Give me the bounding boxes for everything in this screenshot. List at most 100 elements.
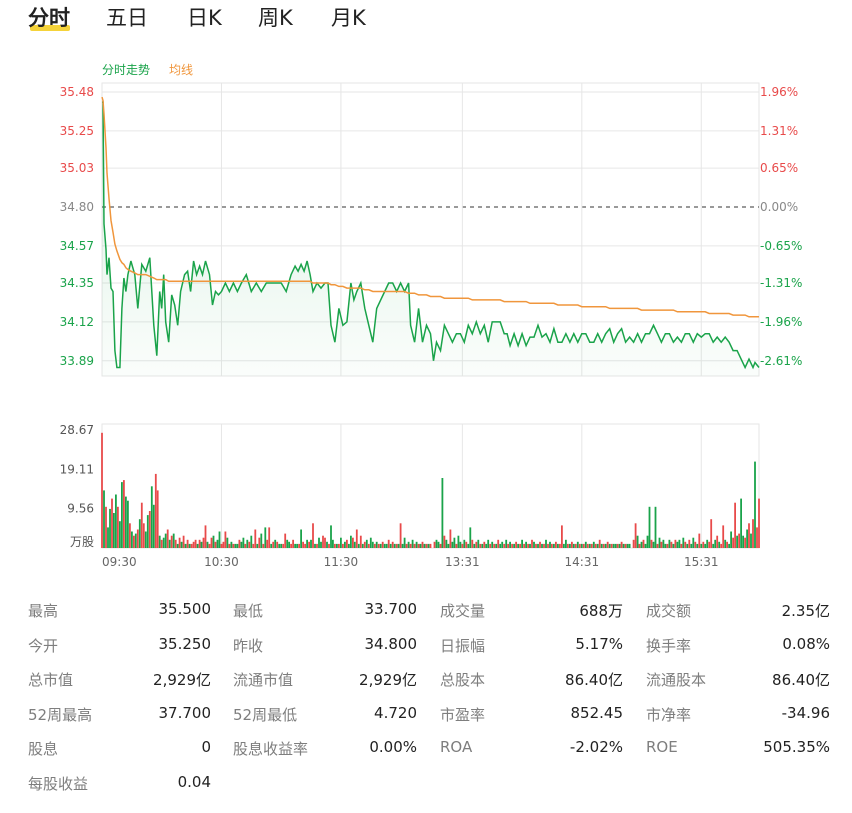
volume-bar — [756, 527, 758, 548]
volume-bar — [461, 543, 464, 548]
volume-bar — [212, 535, 215, 548]
volume-bar — [316, 543, 318, 548]
active-tab-underline — [30, 25, 70, 31]
volume-bar — [308, 541, 310, 548]
volume-bar — [547, 543, 549, 548]
volume-bar — [121, 482, 123, 548]
volume-bar — [152, 504, 155, 548]
volume-bar — [738, 533, 740, 548]
volume-bar — [240, 541, 243, 548]
stat-value-pe-ratio: 852.45 — [570, 703, 624, 722]
volume-bar — [280, 543, 283, 548]
time-tick-label: 13:31 — [445, 555, 480, 569]
volume-bar — [302, 541, 304, 548]
volume-bar — [537, 543, 539, 548]
volume-bar — [328, 543, 330, 548]
volume-bar — [371, 541, 374, 548]
volume-bar — [355, 529, 358, 548]
volume-bar — [377, 543, 380, 548]
volume-bar — [111, 498, 113, 548]
price-tick-label: 34.80 — [60, 200, 94, 214]
volume-bar — [459, 541, 462, 548]
percent-tick-label: 1.96% — [760, 85, 798, 99]
volume-bar — [724, 539, 727, 548]
intraday-chart: 35.48 1.96% 35.25 1.31% 35.03 0.65% 34.80 0.00%… — [60, 63, 803, 569]
volume-bar — [704, 543, 707, 548]
volume-bar — [282, 543, 285, 548]
stat-label-open: 今开 — [28, 636, 59, 655]
tab-weekly-k[interactable]: 周K — [258, 6, 293, 30]
stat-label-turnover-rate: 换手率 — [646, 636, 692, 655]
volume-bar — [754, 461, 756, 548]
volume-bar — [342, 543, 344, 548]
stat-value-total-shares: 86.40亿 — [565, 671, 623, 689]
volume-bar — [365, 539, 368, 548]
volume-bar — [276, 541, 279, 548]
stat-value-open: 35.250 — [158, 634, 212, 653]
volume-bar — [228, 543, 231, 548]
volume-bar — [608, 543, 611, 548]
legend-price: 分时走势 — [102, 63, 150, 77]
volume-bar — [734, 502, 736, 548]
legend-average: 均线 — [169, 63, 193, 77]
volume-bar — [720, 543, 723, 548]
volume-bar — [407, 541, 410, 548]
tab-daily-k[interactable]: 日K — [187, 6, 222, 30]
volume-bar — [429, 543, 432, 548]
volume-bar — [298, 543, 300, 548]
volume-bar — [539, 541, 541, 548]
volume-bar — [644, 543, 647, 548]
volume-bar — [262, 543, 265, 548]
volume-bar — [140, 502, 143, 548]
volume-bar — [330, 525, 332, 548]
percent-tick-label: -0.65% — [760, 239, 802, 253]
volume-bar — [501, 541, 504, 548]
volume-bar — [654, 506, 657, 548]
stat-value-turnover-rate: 0.08% — [782, 634, 830, 653]
volume-bar — [728, 543, 730, 548]
volume-bar — [226, 537, 229, 548]
volume-bar — [393, 543, 396, 548]
volume-bar — [292, 539, 294, 548]
tab-intraday[interactable]: 分时 — [28, 6, 70, 30]
volume-bar — [732, 537, 734, 548]
volume-bar — [109, 508, 111, 548]
volume-bar — [150, 486, 153, 548]
volume-bar — [626, 543, 629, 548]
volume-bar — [614, 543, 617, 548]
volume-bar — [334, 543, 336, 548]
volume-bar — [664, 543, 667, 548]
stat-label-pb-ratio: 市净率 — [646, 705, 692, 724]
volume-bar — [383, 543, 386, 548]
volume-bar — [158, 535, 161, 548]
volume-bar — [736, 535, 738, 548]
volume-bar — [700, 543, 703, 548]
volume-tick-label: 28.67 — [60, 423, 94, 437]
volume-bar — [578, 543, 581, 548]
volume-bar — [642, 539, 645, 548]
volume-bar — [521, 539, 523, 548]
tab-five-day[interactable]: 五日 — [106, 6, 148, 30]
stat-label-float-market-cap: 流通市值 — [233, 671, 294, 689]
volume-bar — [200, 541, 203, 548]
volume-bar — [712, 543, 715, 548]
volume-bar — [624, 543, 627, 548]
volume-bar — [742, 535, 744, 548]
stat-value-high: 35.500 — [158, 600, 212, 618]
volume-bar — [274, 539, 277, 548]
volume-bar — [702, 541, 705, 548]
volume-bar — [105, 506, 107, 548]
volume-bar — [344, 541, 346, 548]
volume-bar — [202, 537, 205, 548]
stat-value-52w-high: 37.700 — [158, 703, 212, 722]
volume-bar — [758, 498, 760, 548]
tab-monthly-k[interactable]: 月K — [331, 6, 366, 30]
volume-bar — [348, 543, 350, 548]
volume-bar — [254, 529, 257, 548]
volume-bar — [246, 539, 249, 548]
stat-value-eps: 0.04 — [177, 772, 211, 791]
volume-bar — [600, 543, 603, 548]
stat-label-52w-high: 52周最高 — [28, 705, 93, 724]
stat-value-volume: 688万 — [579, 602, 623, 620]
volume-bar — [590, 543, 593, 548]
